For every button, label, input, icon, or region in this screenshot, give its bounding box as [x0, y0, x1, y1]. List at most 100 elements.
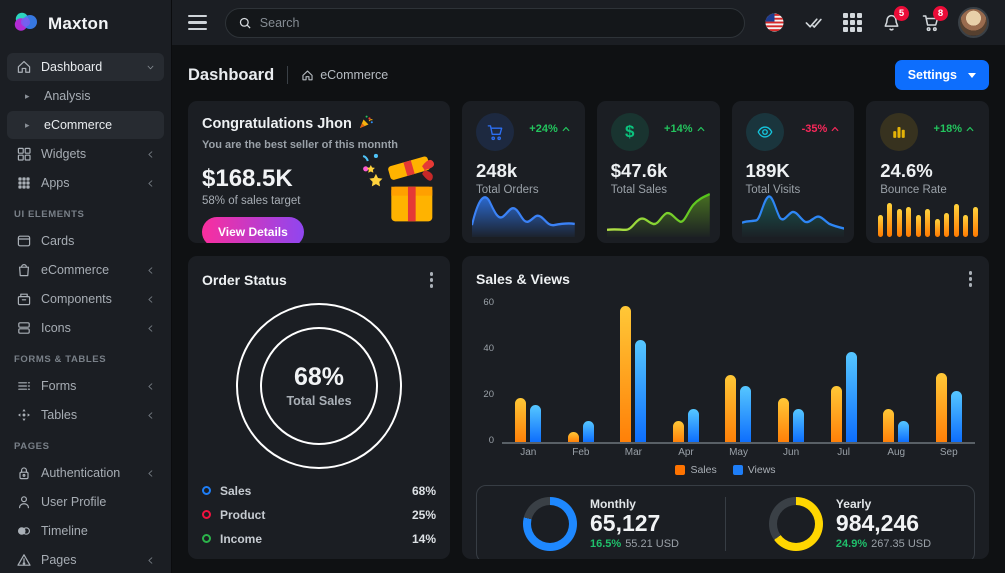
chevron-left-icon: [145, 294, 156, 305]
icons-icon: [15, 320, 32, 337]
sidebar-item-label: Analysis: [44, 89, 91, 103]
stat-value: 24.6%: [880, 160, 933, 181]
stat-label: Total Visits: [745, 184, 801, 196]
cart-icon[interactable]: 8: [919, 5, 948, 34]
y-axis-labels: 0 20 40 60: [476, 297, 502, 446]
x-axis-labels: Jan Feb Mar Apr May Jun Jul Aug Sep: [502, 447, 975, 458]
sidebar-section-label: UI ELEMENTS: [14, 209, 85, 220]
chart-legend-views[interactable]: Views: [732, 464, 776, 476]
sidebar-item-ecommerce[interactable]: ▸ eCommerce: [7, 111, 164, 139]
page-content: Dashboard eCommerce Settings Congra: [172, 45, 1005, 573]
summary-amount: 55.21 USD: [625, 537, 679, 550]
sidebar-item-dashboard[interactable]: Dashboard: [7, 53, 164, 81]
congrats-title: Congratulations Jhon: [202, 116, 352, 132]
order-status-title: Order Status: [202, 271, 287, 288]
bar-views[interactable]: [950, 390, 962, 442]
header-divider: [287, 66, 289, 84]
bar-views[interactable]: [687, 409, 699, 442]
bar-views[interactable]: [898, 420, 910, 442]
page-title: Dashboard: [188, 65, 275, 84]
bar-sales[interactable]: [725, 374, 737, 442]
y-tick-label: 20: [483, 388, 494, 400]
tables-icon: [15, 407, 32, 424]
bar-views[interactable]: [530, 404, 542, 442]
chevron-left-icon: [145, 323, 156, 334]
sidebar-item-ecommerce[interactable]: eCommerce: [7, 256, 164, 284]
sales-views-card: Sales & Views 0 20 40 60 Jan Feb Mar Apr May Jun…: [462, 256, 989, 559]
cart-icon: [476, 113, 514, 151]
sidebar-item-components[interactable]: Components: [7, 285, 164, 313]
congrats-target: 58% of sales target: [202, 195, 301, 207]
user-avatar[interactable]: [958, 7, 989, 38]
bar-views[interactable]: [793, 409, 804, 442]
summary-value: 65,127: [589, 510, 661, 537]
search-box[interactable]: [224, 7, 745, 38]
chart-legend-sales[interactable]: Sales: [675, 464, 717, 476]
view-details-button[interactable]: View Details: [202, 217, 304, 243]
kebab-menu-icon[interactable]: [966, 268, 976, 290]
summary-value: 984,246: [835, 510, 920, 537]
double-check-icon[interactable]: [802, 12, 824, 34]
x-tick-label: Sep: [939, 446, 958, 458]
search-input[interactable]: [259, 15, 732, 30]
topbar-actions: 5 8: [763, 5, 989, 38]
bar-sales[interactable]: [883, 409, 895, 442]
brand-header[interactable]: Maxton: [0, 0, 171, 48]
sidebar-item-cards[interactable]: Cards: [7, 227, 164, 255]
sidebar-item-widgets[interactable]: Widgets: [7, 140, 164, 168]
legend-dot-icon: [202, 534, 211, 543]
congrats-amount: $168.5K: [202, 165, 293, 192]
bar-sales[interactable]: [567, 432, 579, 442]
flag-icon[interactable]: [763, 12, 785, 34]
legend-value: 14%: [411, 531, 436, 546]
legend-dot-icon: [202, 510, 211, 519]
warning-icon: [15, 552, 32, 569]
legend-value: 25%: [411, 507, 436, 522]
stat-label: Total Sales: [610, 184, 668, 196]
bar-sales[interactable]: [672, 420, 684, 442]
donut-center-label: Total Sales: [286, 394, 352, 408]
chevron-up-icon: [965, 124, 975, 134]
bar-chart: 0 20 40 60: [476, 297, 975, 446]
x-tick-label: Mar: [624, 446, 643, 458]
breadcrumb[interactable]: eCommerce: [301, 68, 388, 82]
summary-panel: Monthly 65,127 16.5% 55.21 USD Yearly 984,246…: [476, 484, 975, 559]
legend-name: Sales: [220, 483, 252, 498]
apps-grid-icon[interactable]: [841, 12, 863, 34]
bar-sales[interactable]: [515, 397, 527, 442]
bell-icon[interactable]: 5: [880, 5, 909, 34]
sidebar-item-forms[interactable]: Forms: [7, 372, 164, 400]
brand-logo-icon: [13, 10, 39, 39]
sidebar-item-tables[interactable]: Tables: [7, 401, 164, 429]
x-tick-label: May: [729, 446, 748, 458]
sidebar-item-user-profile[interactable]: User Profile: [7, 488, 164, 516]
menu-icon[interactable]: [188, 14, 207, 31]
sidebar-item-icons[interactable]: Icons: [7, 314, 164, 342]
bar-views[interactable]: [635, 340, 647, 442]
bar-sales[interactable]: [620, 305, 632, 442]
bar-sales[interactable]: [830, 386, 842, 442]
legend-row-product: Product 25%: [202, 503, 436, 527]
kebab-menu-icon[interactable]: [427, 269, 437, 291]
cart-badge: 8: [933, 5, 948, 21]
bar-views[interactable]: [740, 386, 752, 442]
chevron-left-icon: [145, 265, 156, 276]
x-tick-label: Aug: [887, 446, 906, 458]
bar-group-mar: [620, 305, 647, 442]
sidebar-item-pages[interactable]: Pages: [7, 546, 164, 573]
bar-group-jul: [830, 351, 857, 442]
sidebar-item-apps[interactable]: Apps: [7, 169, 164, 197]
stat-card-bounce-rate: +18% 24.6% Bounce Rate: [866, 101, 989, 243]
sidebar-item-timeline[interactable]: Timeline: [7, 517, 164, 545]
sidebar-section-label: FORMS & TABLES: [14, 354, 107, 365]
settings-button[interactable]: Settings: [894, 60, 989, 90]
bar-views[interactable]: [845, 351, 857, 442]
bar-sales[interactable]: [778, 397, 789, 442]
apps-icon: [15, 175, 32, 192]
submenu-arrow-icon: ▸: [25, 119, 30, 130]
sidebar-item-label: Apps: [41, 176, 70, 190]
bar-views[interactable]: [582, 420, 594, 442]
sidebar-item-authentication[interactable]: Authentication: [7, 459, 164, 487]
sidebar-item-analysis[interactable]: ▸ Analysis: [7, 82, 164, 110]
bar-sales[interactable]: [935, 372, 947, 442]
